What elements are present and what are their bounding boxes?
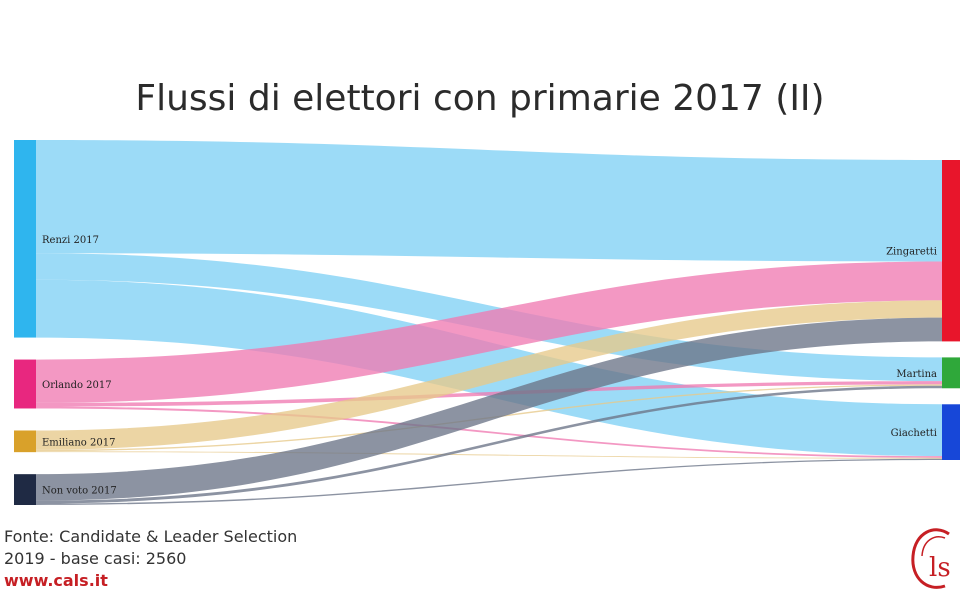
label-orlando-2017: Orlando 2017 <box>42 380 112 391</box>
footer-cases-line: 2019 - base casi: 2560 <box>4 549 187 568</box>
sankey-labels: Renzi 2017 Orlando 2017 Emiliano 2017 Non v… <box>42 235 937 497</box>
label-non-voto-2017: Non voto 2017 <box>42 486 117 497</box>
label-giachetti: Giachetti <box>891 428 937 439</box>
node-renzi-2017 <box>14 140 36 338</box>
label-martina: Martina <box>896 369 937 380</box>
footer-website-link[interactable]: www.cals.it <box>4 571 108 590</box>
sankey-nodes <box>14 140 960 505</box>
source-footer: Fonte: Candidate & Leader Selection 2019… <box>4 526 297 592</box>
chart-title: Flussi di elettori con primarie 2017 (II… <box>135 78 825 119</box>
flow-orlando-2017-to-giachetti <box>36 406 942 458</box>
node-giachetti <box>942 404 960 460</box>
svg-text:ls: ls <box>929 553 951 583</box>
flow-non-voto-2017-to-martina <box>36 385 942 504</box>
label-renzi-2017: Renzi 2017 <box>42 235 99 246</box>
flow-non-voto-2017-to-zingaretti <box>36 317 942 501</box>
node-orlando-2017 <box>14 359 36 409</box>
node-zingaretti <box>942 160 960 342</box>
cals-logo: ls <box>911 528 951 589</box>
flow-emiliano-2017-to-giachetti <box>36 451 942 459</box>
sankey-links <box>36 140 942 505</box>
flow-non-voto-2017-to-giachetti <box>36 458 942 505</box>
node-emiliano-2017 <box>14 430 36 453</box>
flow-orlando-2017-to-martina <box>36 381 942 407</box>
node-non-voto-2017 <box>14 474 36 505</box>
label-zingaretti: Zingaretti <box>886 247 937 258</box>
node-martina <box>942 357 960 389</box>
flow-renzi-2017-to-zingaretti <box>36 140 942 262</box>
flow-emiliano-2017-to-zingaretti <box>36 300 942 450</box>
footer-source-line: Fonte: Candidate & Leader Selection <box>4 527 298 546</box>
flow-orlando-2017-to-zingaretti <box>36 261 942 403</box>
label-emiliano-2017: Emiliano 2017 <box>42 437 115 448</box>
